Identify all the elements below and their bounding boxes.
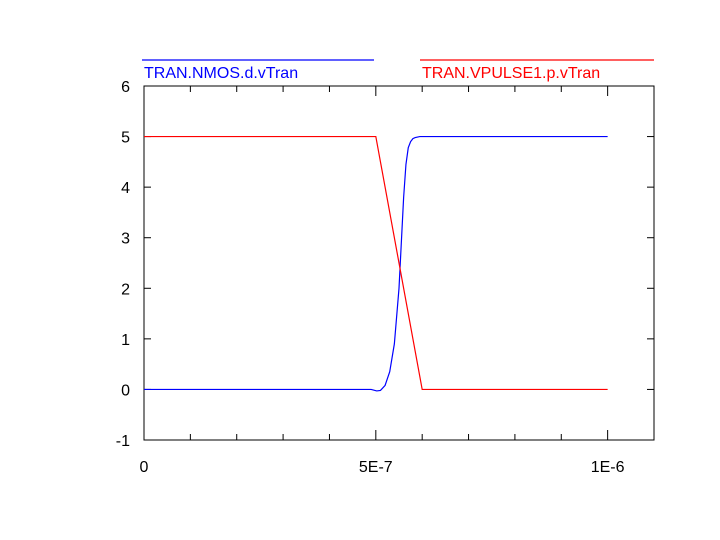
- y-tick-label: -1: [116, 433, 130, 450]
- axes: -1 0 1 2 3 4 5 6 0 5E-7 1E-6: [116, 79, 655, 476]
- x-tick-label: 1E-6: [591, 459, 625, 476]
- legend: TRAN.NMOS.d.vTran TRAN.VPULSE1.p.vTran: [142, 59, 654, 82]
- y-tick-label: 6: [121, 79, 130, 96]
- plot-frame: [143, 85, 655, 441]
- x-tick-label: 0: [140, 459, 149, 476]
- legend-label-1: TRAN.VPULSE1.p.vTran: [422, 65, 600, 82]
- y-tick-label: 1: [121, 332, 130, 349]
- plot-lines: [144, 135, 608, 392]
- y-tick-label: 2: [121, 281, 130, 298]
- series-line-0: [144, 135, 608, 392]
- y-tick-label: 0: [121, 382, 130, 399]
- y-tick-label: 5: [121, 130, 130, 147]
- y-tick-label: 3: [121, 231, 130, 248]
- legend-label-0: TRAN.NMOS.d.vTran: [144, 65, 298, 82]
- series-line-1: [144, 135, 608, 391]
- x-tick-label: 5E-7: [359, 459, 393, 476]
- y-tick-label: 4: [121, 180, 130, 197]
